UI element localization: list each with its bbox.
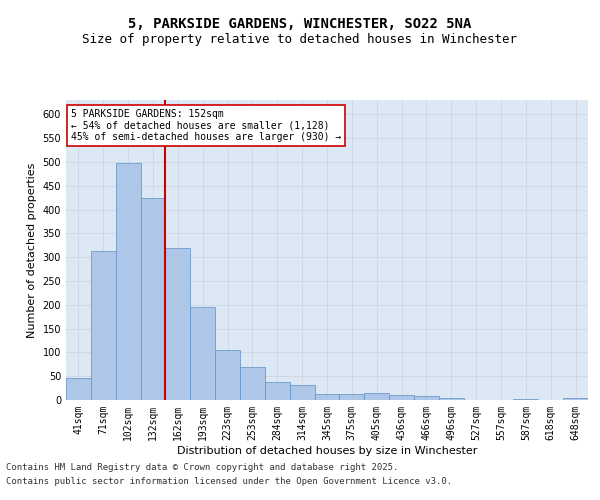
Bar: [66, 378, 91, 400]
Bar: [563, 398, 588, 400]
Bar: [166, 248, 190, 400]
Bar: [240, 366, 265, 400]
Bar: [414, 396, 439, 400]
Text: Contains HM Land Registry data © Crown copyright and database right 2025.: Contains HM Land Registry data © Crown c…: [6, 464, 398, 472]
Bar: [514, 398, 538, 400]
Text: 5 PARKSIDE GARDENS: 152sqm
← 54% of detached houses are smaller (1,128)
45% of s: 5 PARKSIDE GARDENS: 152sqm ← 54% of deta…: [71, 109, 341, 142]
Text: Size of property relative to detached houses in Winchester: Size of property relative to detached ho…: [83, 32, 517, 46]
Bar: [314, 394, 340, 400]
Bar: [290, 385, 314, 400]
Text: Contains public sector information licensed under the Open Government Licence v3: Contains public sector information licen…: [6, 477, 452, 486]
Bar: [91, 251, 116, 400]
Bar: [439, 398, 464, 400]
Bar: [140, 198, 166, 400]
Y-axis label: Number of detached properties: Number of detached properties: [27, 162, 37, 338]
Bar: [215, 350, 240, 400]
Bar: [190, 307, 215, 400]
Bar: [389, 395, 414, 400]
Bar: [116, 164, 140, 400]
Bar: [265, 382, 290, 400]
Bar: [340, 394, 364, 400]
Text: 5, PARKSIDE GARDENS, WINCHESTER, SO22 5NA: 5, PARKSIDE GARDENS, WINCHESTER, SO22 5N…: [128, 18, 472, 32]
Bar: [364, 393, 389, 400]
X-axis label: Distribution of detached houses by size in Winchester: Distribution of detached houses by size …: [177, 446, 477, 456]
